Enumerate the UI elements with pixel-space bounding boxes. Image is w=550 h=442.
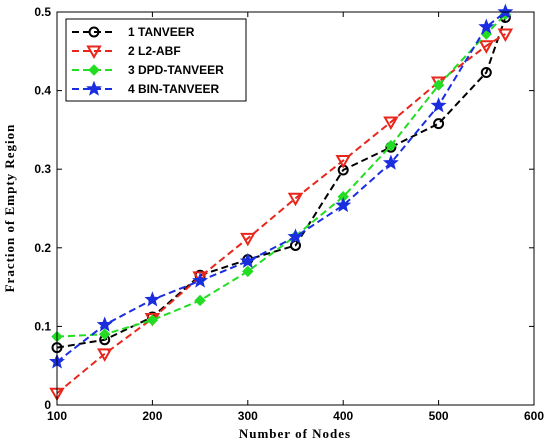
data-point: [239, 252, 256, 268]
data-point: [144, 291, 161, 307]
data-point: [480, 67, 492, 79]
x-tick-label: 500: [429, 409, 449, 423]
data-point: [96, 316, 113, 332]
legend-label: 3 DPD-TANVEER: [128, 63, 224, 77]
y-tick-label: 0.3: [34, 162, 51, 176]
data-point: [383, 116, 399, 131]
data-point: [96, 348, 113, 362]
data-point: [287, 192, 304, 207]
legend-label: 4 BIN-TANVEER: [128, 82, 219, 96]
data-point: [192, 271, 208, 285]
data-point: [382, 154, 399, 170]
data-point: [497, 3, 514, 19]
data-point: [287, 228, 304, 244]
legend-marker: [86, 80, 102, 96]
data-point: [430, 97, 447, 113]
legend: 1 TANVEER 2 L2-ABF 3 DPD-TANVEER 4 BIN-TANV…: [65, 18, 247, 102]
data-point: [478, 40, 495, 54]
y-axis-label: Fraction of Empty Region: [2, 124, 17, 293]
data-point: [240, 232, 256, 247]
data-point: [385, 139, 397, 152]
legend-marker: [88, 26, 100, 38]
legend-item: 3 DPD-TANVEER: [72, 63, 224, 77]
legend-label: 2 L2-ABF: [128, 44, 181, 58]
x-tick-label: 600: [524, 409, 544, 423]
legend-marker: [88, 64, 100, 76]
legend-item: 2 L2-ABF: [72, 44, 181, 60]
data-point: [192, 272, 209, 288]
x-tick-label: 100: [47, 409, 67, 423]
legend-marker: [86, 45, 102, 60]
x-tick-label: 300: [238, 409, 258, 423]
data-point: [478, 18, 495, 34]
data-point: [433, 118, 445, 130]
series-line: [56, 33, 506, 394]
data-point: [335, 196, 352, 213]
series-lines: [49, 3, 514, 402]
data-point: [242, 265, 254, 278]
data-point: [194, 294, 206, 307]
legend-label: 1 TANVEER: [128, 25, 195, 39]
y-tick-label: 0: [44, 398, 51, 412]
y-tick-label: 0.4: [34, 84, 51, 98]
data-point: [146, 314, 159, 326]
data-point: [335, 155, 351, 169]
data-point: [497, 28, 514, 43]
data-point: [432, 79, 445, 91]
legend-item: 1 TANVEER: [72, 25, 195, 39]
legend-item: 4 BIN-TANVEER: [72, 80, 219, 96]
y-tick-label: 0.1: [34, 319, 51, 333]
x-tick-label: 200: [142, 409, 162, 423]
x-axis-label: Number of Nodes: [239, 426, 351, 441]
y-tick-label: 0.5: [34, 5, 51, 19]
x-tick-label: 400: [333, 409, 353, 423]
plot-frame: [56, 11, 535, 406]
y-tick-label: 0.2: [34, 241, 51, 255]
data-point: [98, 328, 111, 340]
